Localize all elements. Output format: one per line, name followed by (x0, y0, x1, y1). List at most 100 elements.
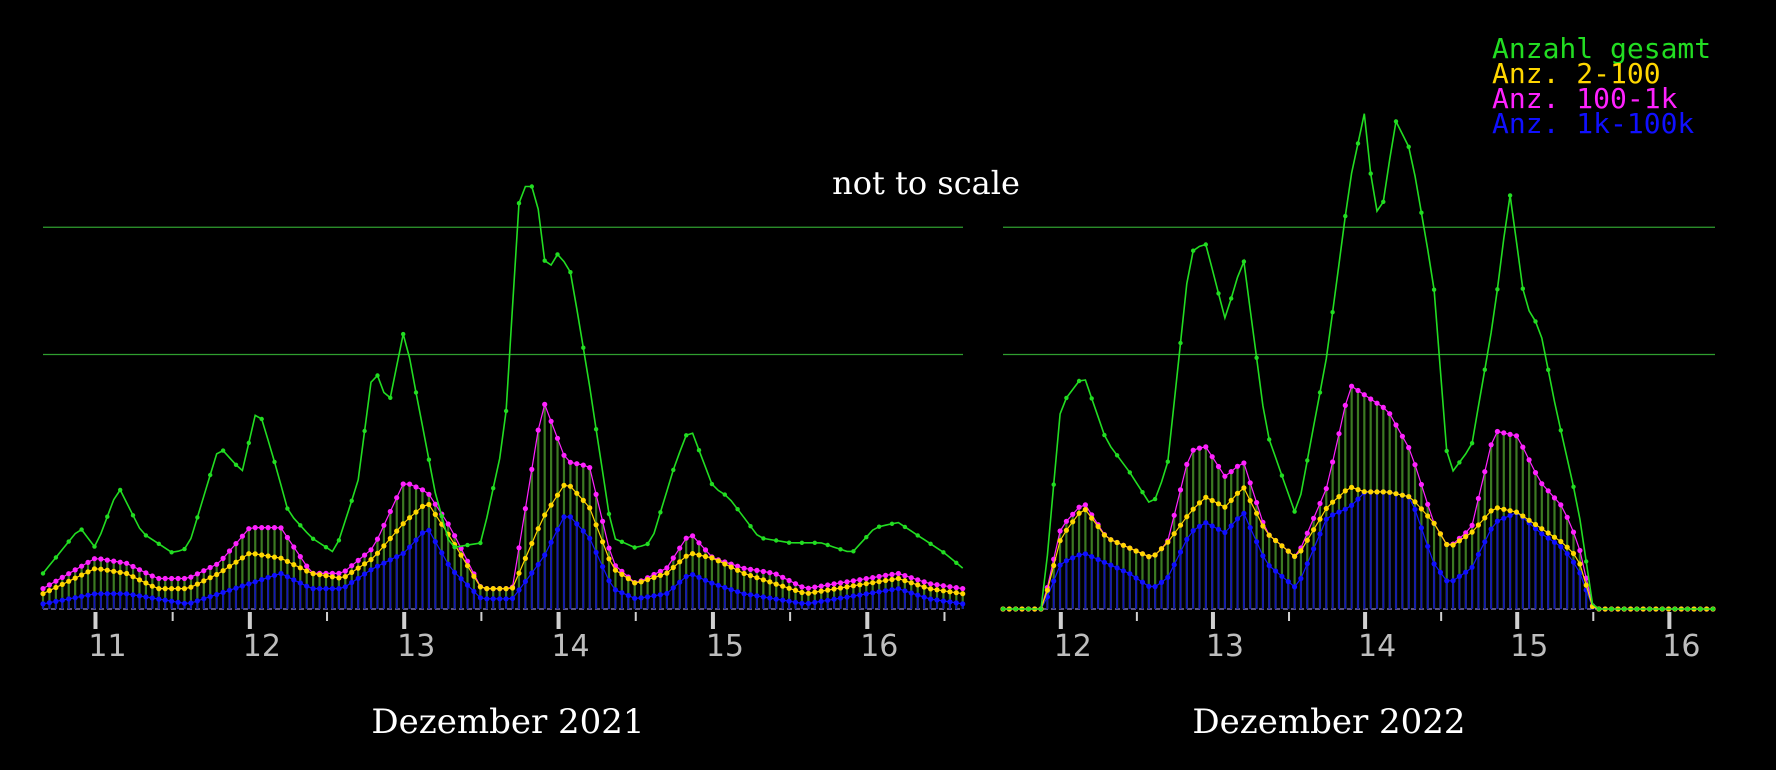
data-point (677, 579, 683, 585)
data-point (226, 563, 233, 570)
data-point (1368, 171, 1373, 176)
data-point (503, 596, 509, 602)
data-point (831, 586, 837, 592)
data-point (1216, 291, 1221, 296)
data-point (381, 543, 387, 549)
data-point (1311, 546, 1317, 552)
data-point (1177, 549, 1184, 555)
series-line (42, 484, 963, 595)
data-point (1063, 518, 1069, 524)
data-point (574, 461, 580, 467)
data-point (851, 549, 856, 554)
data-point (792, 581, 799, 587)
stems (1046, 386, 1594, 609)
data-point (1203, 520, 1209, 526)
data-point (773, 581, 779, 587)
data-point (928, 586, 934, 592)
data-point (246, 526, 252, 532)
data-point (1425, 543, 1431, 549)
data-point (645, 594, 651, 600)
data-point (118, 487, 123, 493)
data-point (934, 582, 940, 588)
data-point (1057, 562, 1063, 568)
data-point (368, 557, 374, 563)
data-point (1609, 606, 1614, 612)
data-point (554, 492, 561, 498)
data-point (1064, 395, 1069, 401)
data-point (774, 538, 779, 543)
data-point (1507, 508, 1513, 514)
data-point (760, 577, 767, 583)
data-point (1311, 527, 1317, 533)
data-point (889, 587, 895, 593)
data-point (954, 560, 959, 565)
data-point (677, 559, 683, 565)
data-point (169, 575, 175, 582)
data-point (503, 408, 509, 414)
data-point (1247, 525, 1253, 531)
data-point (645, 541, 650, 547)
data-point (767, 595, 773, 601)
data-point (175, 599, 181, 605)
data-point (1355, 496, 1361, 502)
data-point (1158, 579, 1165, 586)
data-point (883, 588, 889, 594)
data-point (773, 596, 779, 602)
data-point (735, 507, 740, 512)
data-point (278, 525, 284, 531)
data-point (317, 586, 323, 592)
data-point (542, 552, 548, 558)
data-point (1425, 501, 1431, 507)
data-point (310, 586, 316, 592)
data-point (336, 538, 342, 543)
data-point (767, 570, 773, 576)
data-point (59, 581, 65, 588)
data-point (181, 575, 188, 582)
data-point (1266, 563, 1272, 569)
data-point (696, 574, 702, 581)
data-point (1520, 444, 1526, 450)
data-point (1184, 536, 1190, 542)
data-point (1380, 404, 1386, 410)
data-point (169, 598, 175, 604)
data-point (1444, 448, 1449, 454)
data-point (677, 545, 683, 551)
data-point (310, 571, 316, 577)
data-point (1051, 562, 1057, 569)
data-point (407, 481, 413, 487)
data-point (953, 590, 959, 596)
data-point (1533, 319, 1538, 324)
data-point (1482, 515, 1488, 521)
data-point (188, 584, 194, 590)
data-point (445, 561, 451, 567)
data-point (1698, 606, 1703, 612)
data-point (1463, 530, 1469, 536)
data-point (1488, 442, 1494, 448)
data-point (1323, 505, 1329, 512)
data-point (509, 595, 516, 602)
data-point (1583, 582, 1589, 588)
data-point (1482, 539, 1488, 545)
data-point (143, 594, 149, 600)
data-point (91, 591, 98, 597)
data-point (799, 584, 805, 590)
data-point (1133, 548, 1139, 554)
data-point (169, 550, 174, 555)
data-point (1584, 559, 1589, 564)
data-point (1114, 539, 1120, 546)
data-point (1463, 534, 1469, 540)
data-point (1546, 367, 1551, 372)
data-point (1209, 497, 1215, 504)
tick-label: 16 (860, 629, 898, 664)
data-point (542, 258, 547, 263)
data-point (870, 580, 876, 586)
data-point (1057, 538, 1063, 544)
series-anz-2-100 (40, 482, 966, 597)
data-point (1304, 561, 1310, 567)
data-point (271, 554, 278, 560)
data-point (1076, 552, 1082, 558)
data-point (491, 486, 496, 491)
data-point (85, 569, 91, 575)
data-point (960, 591, 966, 597)
data-point (1082, 507, 1088, 513)
